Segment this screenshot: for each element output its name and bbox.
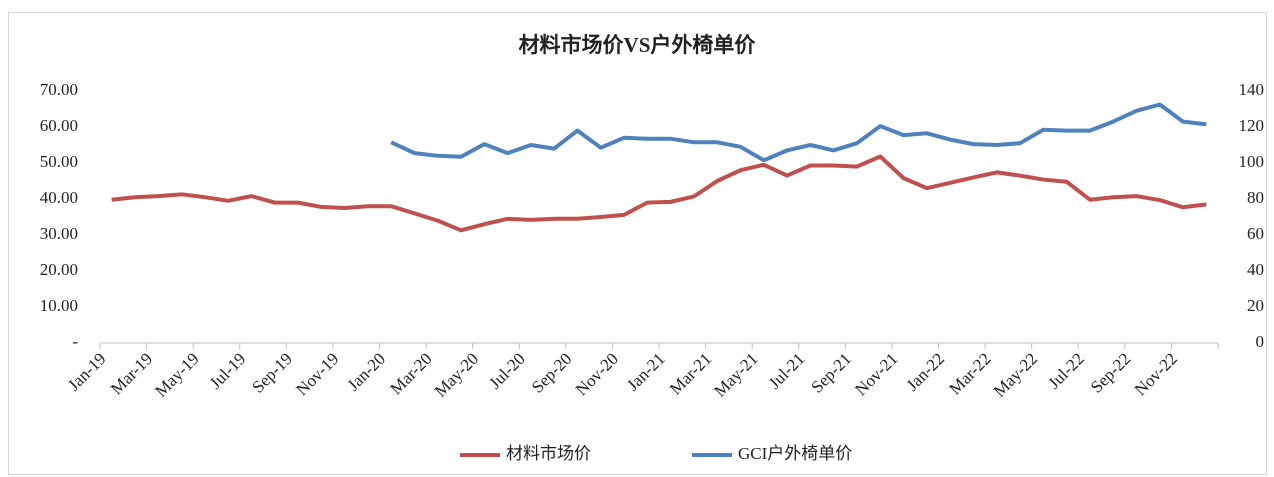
y2-tick-label: 100 [1239,152,1265,171]
y2-tick-label: 120 [1239,116,1265,135]
y2-tick-label: 140 [1239,80,1265,99]
y2-tick-label: 80 [1247,188,1264,207]
y-tick-label: - [72,332,78,351]
chart-title: 材料市场价VS户外椅单价 [519,33,757,57]
y2-tick-label: 40 [1247,260,1264,279]
y2-tick-label: 20 [1247,296,1264,315]
y-tick-label: 30.00 [40,224,78,243]
y-tick-label: 50.00 [40,152,78,171]
series-line [390,102,1207,163]
chart-frame [8,12,1267,475]
y-tick-label: 40.00 [40,188,78,207]
y-tick-label: 20.00 [40,260,78,279]
legend-label: GCI户外椅单价 [738,444,852,463]
series-line [111,154,1207,233]
y2-tick-label: 60 [1247,224,1264,243]
y-tick-label: 60.00 [40,116,78,135]
y-tick-label: 70.00 [40,80,78,99]
y2-tick-label: 0 [1256,332,1265,351]
legend-label: 材料市场价 [506,444,591,463]
y-tick-label: 10.00 [40,296,78,315]
